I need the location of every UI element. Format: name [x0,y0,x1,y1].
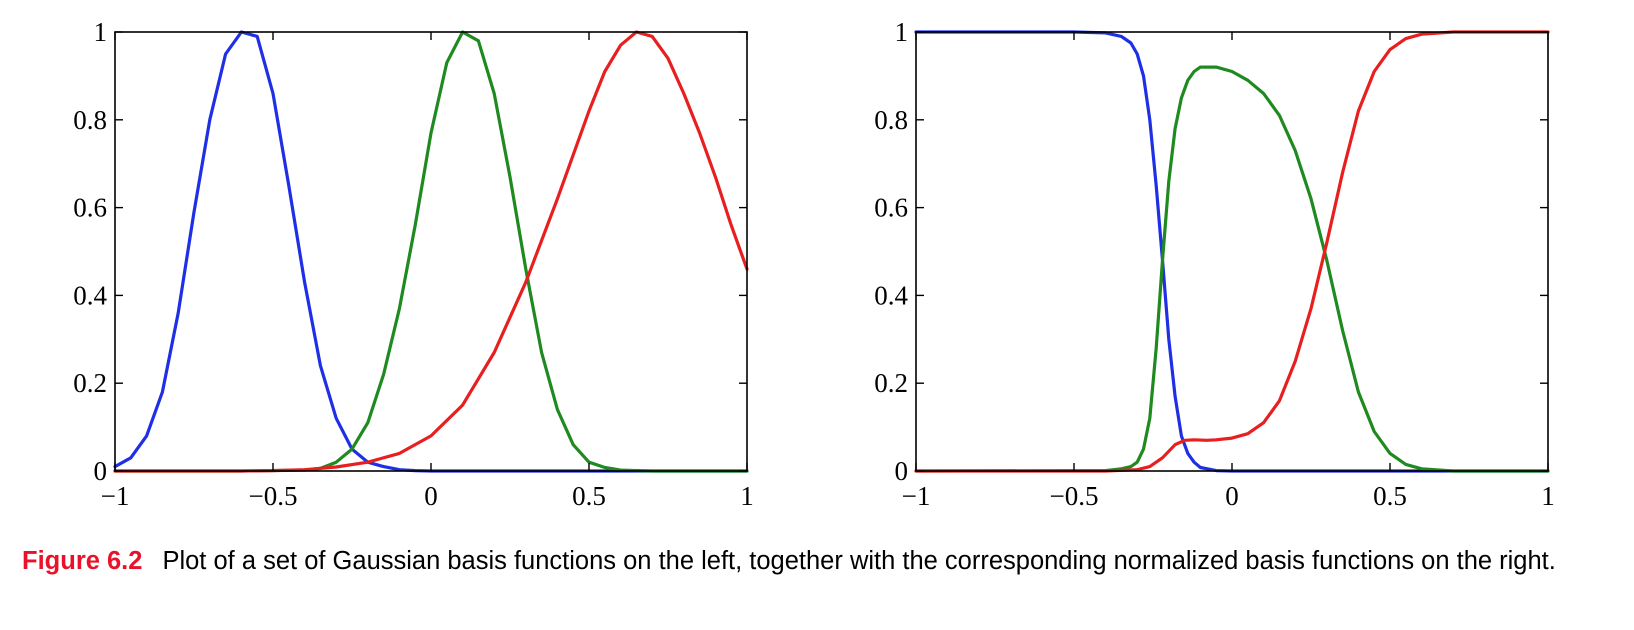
y-tick-label: 0.8 [874,105,908,135]
series-line-1 [113,30,749,473]
y-tick-label: 0.4 [73,280,107,310]
x-tick-label: 1 [1541,481,1555,511]
x-tick-label: 0 [424,481,438,511]
y-tick-label: 0 [94,456,108,486]
y-tick-label: 0.4 [874,280,908,310]
y-tick-label: 0.6 [73,193,107,223]
x-tick-label: −0.5 [1050,481,1099,511]
x-tick-label: 1 [740,481,754,511]
y-tick-label: 0.2 [874,368,908,398]
y-tick-label: 1 [895,17,909,47]
x-tick-label: 0 [1225,481,1239,511]
x-tick-label: 0.5 [1373,481,1407,511]
y-tick-label: 0 [895,456,909,486]
x-tick-label: −1 [101,481,130,511]
right-plot: −1 −0.5 0 0.5 1 0 0.2 0.4 0.6 0.8 1 [874,17,1555,511]
figure-caption: Figure 6.2 Plot of a set of Gaussian basi… [22,544,1622,579]
left-plot: −1 −0.5 0 0.5 1 0 0.2 0.4 0.6 0.8 1 [73,17,754,511]
series-line-3 [914,30,1550,473]
y-tick-label: 0.8 [73,105,107,135]
caption-text: Plot of a set of Gaussian basis function… [162,547,1556,575]
series-line-2 [914,65,1550,473]
plot-frame [915,31,1549,472]
x-tick-label: −0.5 [249,481,298,511]
x-tick-label: −1 [902,481,931,511]
series-line-3 [113,30,749,473]
y-tick-label: 0.6 [874,193,908,223]
y-tick-label: 1 [94,17,108,47]
x-tick-label: 0.5 [572,481,606,511]
plot-frame [114,31,748,472]
series-line-2 [113,30,749,473]
series-line-1 [914,30,1550,473]
y-tick-label: 0.2 [73,368,107,398]
caption-label: Figure 6.2 [22,547,143,575]
